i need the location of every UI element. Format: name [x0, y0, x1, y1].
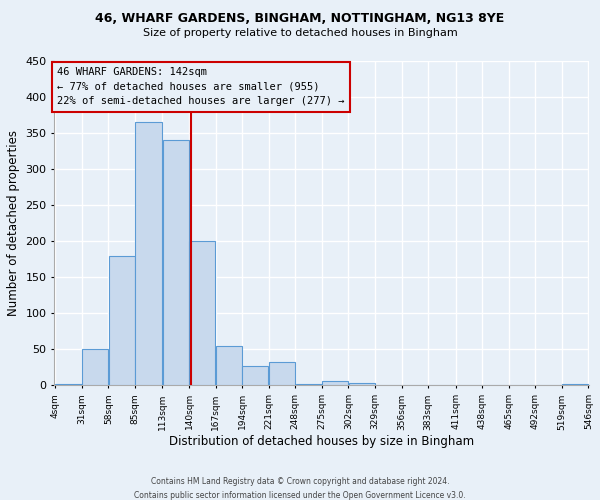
Text: 46 WHARF GARDENS: 142sqm
← 77% of detached houses are smaller (955)
22% of semi-: 46 WHARF GARDENS: 142sqm ← 77% of detach…	[57, 66, 345, 106]
Bar	[163, 140, 189, 386]
Bar	[322, 381, 348, 386]
Bar	[269, 362, 295, 386]
Bar	[135, 122, 162, 386]
Text: Contains HM Land Registry data © Crown copyright and database right 2024.: Contains HM Land Registry data © Crown c…	[151, 478, 449, 486]
Bar	[109, 256, 134, 386]
X-axis label: Distribution of detached houses by size in Bingham: Distribution of detached houses by size …	[169, 435, 475, 448]
Text: Contains public sector information licensed under the Open Government Licence v3: Contains public sector information licen…	[134, 491, 466, 500]
Bar	[349, 384, 375, 386]
Bar	[242, 366, 268, 386]
Bar	[296, 384, 322, 386]
Bar	[82, 350, 108, 386]
Bar	[562, 384, 588, 386]
Bar	[55, 384, 82, 386]
Bar	[189, 241, 215, 386]
Y-axis label: Number of detached properties: Number of detached properties	[7, 130, 20, 316]
Text: Size of property relative to detached houses in Bingham: Size of property relative to detached ho…	[143, 28, 457, 38]
Text: 46, WHARF GARDENS, BINGHAM, NOTTINGHAM, NG13 8YE: 46, WHARF GARDENS, BINGHAM, NOTTINGHAM, …	[95, 12, 505, 26]
Bar	[216, 346, 242, 386]
